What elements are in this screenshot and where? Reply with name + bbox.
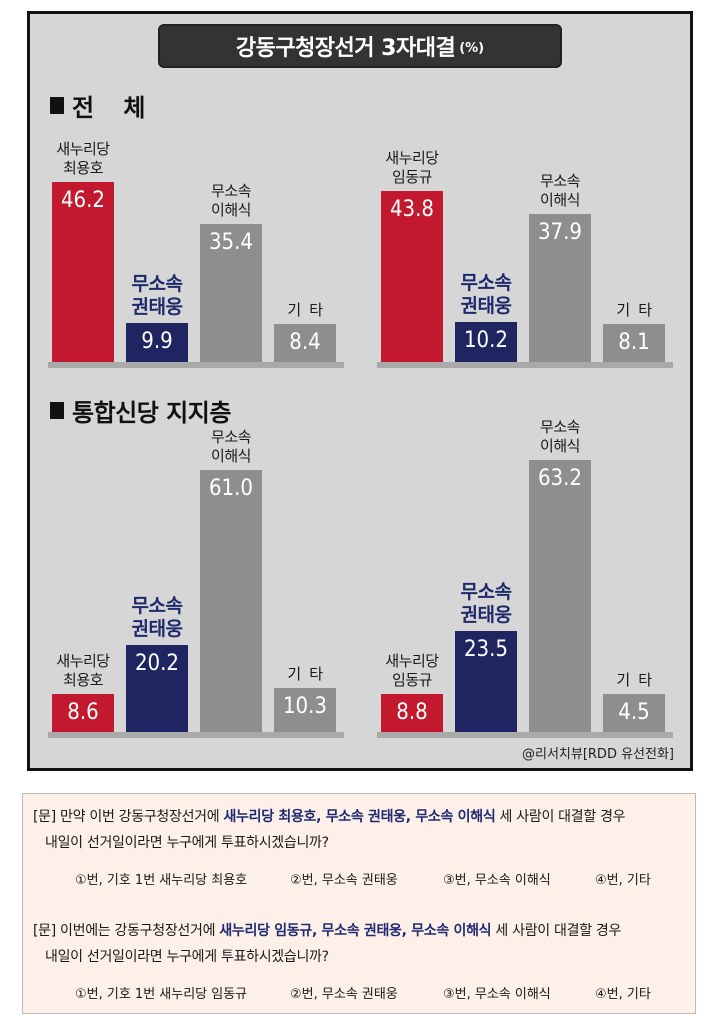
bar-value-label: 4.5 [618,700,650,725]
question-2-option-3: ③번, 무소속 이해식 [443,987,551,1002]
bar-value-label: 35.4 [208,229,254,255]
chart-bar [529,214,591,362]
category-label: 새누리당 최용호 [56,139,110,177]
section-title-all-text: 전 체 [72,94,146,122]
chart-baseline [377,732,673,738]
source-note: @리서치뷰[RDD 유선전화] [521,747,674,762]
category-label: 기 타 [287,664,323,683]
chart-bar [126,323,188,362]
bar-value-label: 8.4 [289,330,321,355]
section-title-supporters: 통합신당 지지층 [50,393,231,428]
question-2-line-1: [문] 이번에는 강동구청장선거에 새누리당 임동규, 무소속 권태웅, 무소속… [33,920,621,940]
category-label: 무소속 권태웅 [460,580,512,626]
question-2-suffix: 세 사람이 대결할 경우 [491,923,622,939]
section-title-supporters-text: 통합신당 지지층 [72,399,231,427]
bar-value-label: 9.9 [141,329,173,355]
chart-title-unit: (%) [459,40,485,56]
chart-baseline [377,362,673,368]
question-1-candidates: 새누리당 최용호, 무소속 권태웅, 무소속 이해식 [223,809,496,825]
bar-value-label: 37.9 [537,220,583,246]
question-2-option-2: ②번, 무소속 권태웅 [290,987,398,1002]
chart-bar [274,687,336,732]
category-label: 기 타 [287,301,323,319]
bar-value-label: 43.8 [389,197,435,223]
category-label: 새누리당 최용호 [56,652,110,689]
chart-bar [126,645,188,732]
chart-bar [603,694,665,732]
chart-bar [200,223,262,362]
question-2-option-1: ①번, 기호 1번 새누리당 임동규 [75,987,248,1002]
chart-bar [52,181,114,362]
question-1-line-1: [문] 만약 이번 강동구청장선거에 새누리당 최용호, 무소속 권태웅, 무소… [33,806,626,826]
bar-value-label: 20.2 [134,651,180,677]
chart-bar [603,324,665,362]
chart-bar [200,469,262,732]
category-label: 무소속 이해식 [211,427,251,465]
bar-value-label: 61.0 [208,475,254,501]
question-2-prefix: [문] 이번에는 강동구청장선거에 [33,923,220,939]
survey-question-box: [문] 만약 이번 강동구청장선거에 새누리당 최용호, 무소속 권태웅, 무소… [22,793,696,1014]
question-1-option-4: ④번, 기타 [595,873,651,888]
category-label: 새누리당 임동규 [385,652,439,689]
chart-title-box: 강동구청장선거 3자대결 (%) [160,26,560,66]
chart-title: 강동구청장선거 3자대결 [235,36,456,61]
bar-value-label: 8.6 [67,700,99,725]
section-title-all: 전 체 [50,88,146,123]
chart-bar [274,324,336,362]
square-bullet-icon [50,97,64,114]
category-label: 무소속 권태웅 [131,595,183,641]
square-bullet-icon [50,402,64,419]
category-label: 기 타 [616,671,652,689]
question-1-prefix: [문] 만약 이번 강동구청장선거에 [33,809,224,825]
category-label: 무소속 권태웅 [131,273,183,319]
question-2-candidates: 새누리당 임동규, 무소속 권태웅, 무소속 이해식 [219,923,492,939]
bar-value-label: 10.2 [463,328,509,354]
bar-value-label: 10.3 [282,693,328,719]
question-1-line-2: 내일이 선거일이라면 누구에게 투표하시겠습니까? [45,835,329,851]
question-2-option-4: ④번, 기타 [595,987,651,1002]
category-label: 기 타 [616,301,652,319]
chart-bar [381,191,443,362]
category-label: 무소속 이해식 [540,418,580,456]
question-2-line-2: 내일이 선거일이라면 누구에게 투표하시겠습니까? [45,949,329,965]
chart-bar [455,630,517,732]
bar-value-label: 46.2 [60,187,106,213]
category-label: 새누리당 임동규 [385,149,439,187]
question-1-option-1: ①번, 기호 1번 새누리당 최용호 [75,873,248,888]
chart-bar [455,322,517,362]
chart-bar [529,460,591,732]
bar-value-label: 8.8 [396,700,428,725]
chart-baseline [48,362,344,368]
chart-bar [52,694,114,732]
bar-value-label: 63.2 [537,466,583,492]
category-label: 무소속 이해식 [540,172,580,210]
question-1-option-3: ③번, 무소속 이해식 [443,873,551,888]
category-label: 무소속 권태웅 [460,272,512,318]
bar-value-label: 8.1 [618,330,650,355]
category-label: 무소속 이해식 [211,181,251,219]
chart-bar [381,694,443,732]
question-1-suffix: 세 사람이 대결할 경우 [495,809,626,825]
question-1-option-2: ②번, 무소속 권태웅 [290,873,398,888]
bar-value-label: 23.5 [463,636,509,662]
chart-baseline [48,732,344,738]
